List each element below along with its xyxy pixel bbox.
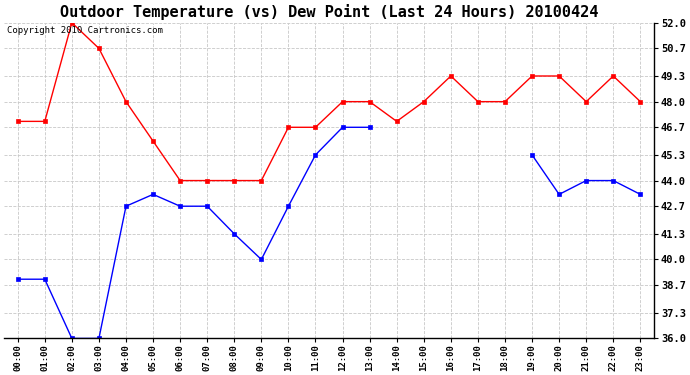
Text: Copyright 2010 Cartronics.com: Copyright 2010 Cartronics.com	[8, 26, 164, 35]
Title: Outdoor Temperature (vs) Dew Point (Last 24 Hours) 20100424: Outdoor Temperature (vs) Dew Point (Last…	[60, 4, 598, 20]
